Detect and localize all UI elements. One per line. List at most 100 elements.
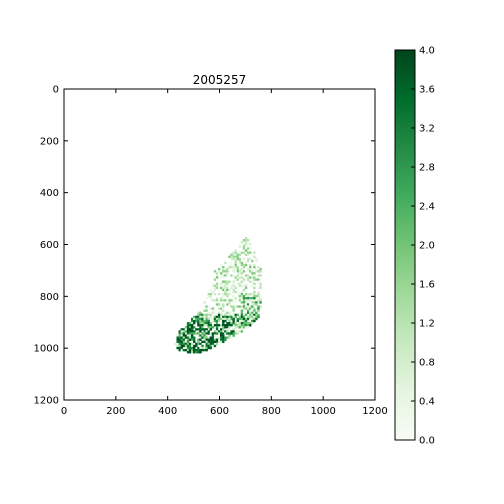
heatmap-cell xyxy=(240,276,244,279)
heatmap-cell xyxy=(193,351,196,354)
heatmap-cell xyxy=(184,334,188,337)
heatmap-cell xyxy=(242,301,246,304)
heatmap-cell xyxy=(222,286,225,290)
heatmap-cell xyxy=(224,324,227,327)
heatmap-cell xyxy=(246,247,250,250)
heatmap-cell xyxy=(253,311,256,314)
x-axis: 0 200 400 600 800 1000 1200 xyxy=(61,89,388,417)
heatmap-cell xyxy=(217,307,221,310)
heatmap-cell xyxy=(236,313,239,317)
heatmap-cell xyxy=(240,330,244,333)
heatmap-cell xyxy=(186,326,190,329)
heatmap-cell xyxy=(220,328,223,331)
heatmap-cell xyxy=(234,261,237,265)
heatmap-cell xyxy=(236,282,239,285)
heatmap-cell xyxy=(242,315,246,319)
heatmap-cell xyxy=(222,332,225,335)
heatmap-cell xyxy=(230,317,233,321)
heatmap-cell xyxy=(197,313,200,317)
heatmap-cell xyxy=(240,292,244,296)
heatmap-cell xyxy=(234,330,237,333)
heatmap-cell xyxy=(180,336,183,339)
heatmap-cell xyxy=(211,340,215,344)
x-tick-label: 1000 xyxy=(310,406,335,417)
heatmap-cell xyxy=(259,299,262,302)
heatmap-cell xyxy=(184,326,188,329)
heatmap-cell xyxy=(193,344,196,348)
heatmap-cell xyxy=(257,274,260,277)
heatmap-cell xyxy=(182,338,186,341)
heatmap-cell xyxy=(215,301,219,304)
heatmap-cell xyxy=(228,311,231,314)
heatmap-cell xyxy=(255,301,258,304)
heatmap-cell xyxy=(253,309,256,312)
heatmap-cell xyxy=(209,336,213,339)
heatmap-cell xyxy=(188,348,192,352)
heatmap-cell xyxy=(253,301,256,304)
heatmap-cell xyxy=(207,317,210,321)
heatmap-cell xyxy=(234,257,237,261)
heatmap-cell xyxy=(178,346,181,350)
heatmap-cell xyxy=(190,319,194,323)
heatmap-cell xyxy=(209,297,213,300)
heatmap-image xyxy=(174,236,262,354)
heatmap-cell xyxy=(178,336,181,339)
heatmap-cell xyxy=(213,334,217,337)
heatmap-cell xyxy=(220,276,223,279)
heatmap-cell xyxy=(213,309,217,312)
heatmap-cell xyxy=(222,336,225,339)
heatmap-cell xyxy=(249,270,252,273)
heatmap-cell xyxy=(251,253,254,256)
heatmap-cell xyxy=(240,268,244,271)
heatmap-cell xyxy=(197,317,200,321)
heatmap-cell xyxy=(201,334,204,337)
heatmap-cell xyxy=(197,321,200,325)
heatmap-cell xyxy=(259,266,262,269)
heatmap-cell xyxy=(190,328,194,331)
heatmap-cell xyxy=(255,315,258,319)
heatmap-cell xyxy=(255,278,258,281)
heatmap-cell xyxy=(215,321,219,325)
heatmap-cell xyxy=(199,326,202,329)
heatmap-cell xyxy=(226,282,229,285)
heatmap-cell xyxy=(199,338,202,341)
heatmap-cell xyxy=(244,313,248,317)
heatmap-cell xyxy=(199,319,202,323)
heatmap-cell xyxy=(253,297,256,300)
heatmap-cell xyxy=(249,315,252,319)
heatmap-cell xyxy=(220,282,223,285)
heatmap-cell xyxy=(257,301,260,304)
heatmap-cell xyxy=(209,344,213,348)
heatmap-cell xyxy=(203,317,206,321)
heatmap-cell xyxy=(199,311,202,314)
heatmap-cell xyxy=(205,340,208,344)
heatmap-cell xyxy=(232,253,235,256)
heatmap-cell xyxy=(249,321,252,325)
heatmap-cell xyxy=(186,336,190,339)
heatmap-cell xyxy=(244,261,248,265)
heatmap-cell xyxy=(224,270,227,273)
heatmap-cell xyxy=(242,321,246,325)
heatmap-cell xyxy=(222,315,225,319)
y-tick-label: 1000 xyxy=(34,344,59,355)
heatmap-cell xyxy=(226,295,229,298)
heatmap-cell xyxy=(224,288,227,292)
heatmap-cell xyxy=(257,280,260,283)
heatmap-cell xyxy=(224,313,227,317)
heatmap-cell xyxy=(234,313,237,317)
heatmap-cell xyxy=(213,344,217,348)
heatmap-cell xyxy=(230,321,233,325)
heatmap-cell xyxy=(215,315,219,319)
heatmap-cell xyxy=(251,274,254,277)
heatmap-cell xyxy=(211,282,215,285)
heatmap-cell xyxy=(188,321,192,325)
heatmap-cell xyxy=(203,346,206,350)
heatmap-cell xyxy=(205,321,208,325)
heatmap-cell xyxy=(207,332,210,335)
heatmap-cell xyxy=(205,346,208,350)
heatmap-cell xyxy=(203,321,206,325)
heatmap-cell xyxy=(193,338,196,341)
heatmap-cell xyxy=(242,307,246,310)
heatmap-cell xyxy=(249,247,252,250)
heatmap-cell xyxy=(222,268,225,271)
